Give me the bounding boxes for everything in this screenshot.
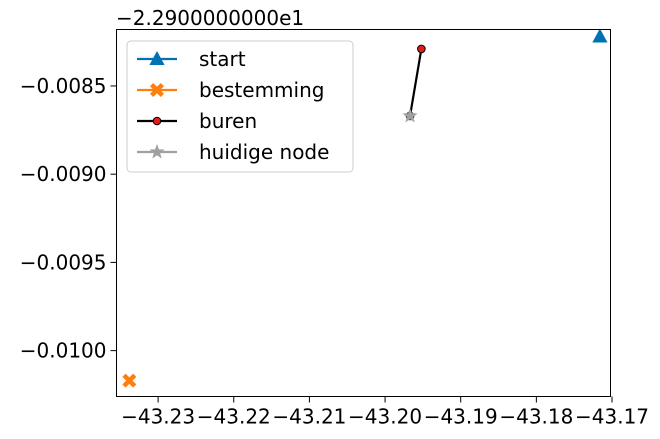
y-axis: −0.0085 −0.0090 −0.0095 −0.0100 (20, 74, 117, 363)
legend-item: buren (137, 109, 257, 133)
y-tick-label: −0.0090 (20, 162, 107, 186)
legend: start bestemming buren huidige node (126, 40, 354, 173)
y-tick-label: −0.0085 (20, 74, 107, 98)
legend-item: bestemming (137, 78, 324, 102)
series-line (408, 48, 423, 117)
legend-item: start (137, 47, 246, 71)
legend-label: bestemming (199, 78, 324, 102)
legend-marker (149, 144, 165, 159)
legend-marker (150, 83, 164, 97)
plot-frame (116, 29, 611, 397)
plot-area (122, 28, 608, 388)
data-point (417, 44, 426, 54)
data-point (122, 373, 137, 388)
series-huidige-node (402, 107, 418, 123)
x-tick-label: −43.17 (575, 405, 649, 429)
series-buren (405, 44, 426, 121)
data-point (592, 28, 608, 43)
legend-box (126, 40, 354, 173)
y-offset-label: −2.2900000000e1 (116, 6, 304, 30)
x-tick-label: −43.23 (121, 405, 195, 429)
x-tick-label: −43.19 (424, 405, 498, 429)
legend-marker (149, 51, 165, 65)
series-bestemming (122, 373, 137, 388)
data-point (402, 107, 418, 123)
legend-label: huidige node (199, 140, 329, 164)
legend-label: start (199, 47, 246, 71)
legend-label: buren (199, 109, 257, 133)
x-tick-label: −43.20 (348, 405, 422, 429)
legend-marker (152, 116, 162, 126)
y-tick-label: −0.0095 (20, 250, 107, 274)
y-tick-label: −0.0100 (20, 339, 107, 363)
legend-item: huidige node (137, 140, 329, 164)
series-start (592, 28, 608, 43)
x-tick-label: −43.22 (197, 405, 271, 429)
x-tick-label: −43.21 (272, 405, 346, 429)
x-tick-label: −43.18 (499, 405, 573, 429)
x-axis: −43.23 −43.22 −43.21 −43.20 −43.19 −43.18 −43.… (121, 396, 649, 429)
